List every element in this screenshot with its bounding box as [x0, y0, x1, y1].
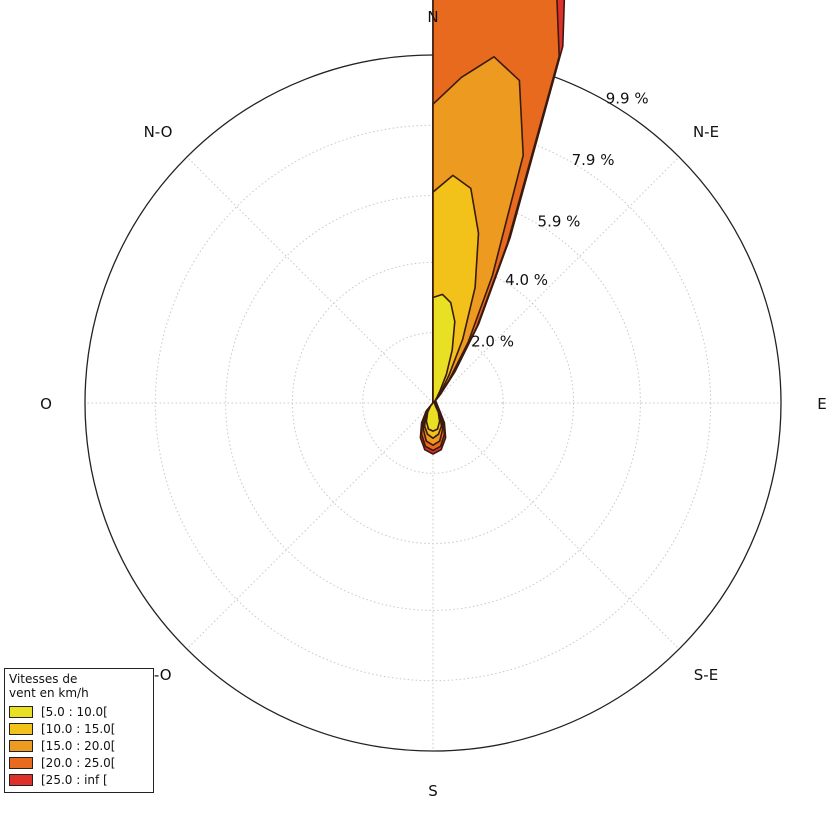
direction-label: S-E [694, 666, 718, 684]
radial-tick-label: 4.0 % [505, 271, 548, 289]
direction-label: S [428, 782, 438, 800]
legend-swatch [9, 756, 33, 769]
petal-polygon [425, 293, 456, 432]
legend-swatch [9, 705, 33, 718]
radial-tick-labels: 2.0 % 4.0 % 5.9 % 7.9 % 9.9 % [471, 90, 649, 351]
spoke-line [186, 402, 434, 650]
legend-entry: [20.0 : 25.0[ [9, 754, 149, 771]
direction-label: N [427, 8, 438, 26]
radial-tick-label: 7.9 % [572, 151, 615, 169]
legend-label: [5.0 : 10.0[ [41, 704, 108, 719]
legend-label: [15.0 : 20.0[ [41, 738, 116, 753]
legend-entry: [15.0 : 20.0[ [9, 737, 149, 754]
direction-label: E [817, 395, 826, 413]
direction-label: O [40, 395, 52, 413]
legend-label: [25.0 : inf [ [41, 772, 108, 787]
direction-label: N-E [693, 123, 719, 141]
legend-label: [10.0 : 15.0[ [41, 721, 116, 736]
legend-title: Vitesses de vent en km/h [9, 672, 89, 700]
spoke-line [432, 402, 680, 650]
legend-swatch [9, 739, 33, 752]
legend: Vitesses de vent en km/h [5.0 : 10.0[ [10… [4, 668, 154, 793]
wind-petals [419, 0, 566, 455]
radial-tick-label: 9.9 % [606, 90, 649, 108]
legend-label: [20.0 : 25.0[ [41, 755, 116, 770]
legend-entry: [25.0 : inf [ [9, 771, 149, 788]
grid-circle [362, 332, 504, 474]
legend-swatch [9, 773, 33, 786]
grid-circle [291, 261, 575, 545]
legend-entry: [5.0 : 10.0[ [9, 703, 149, 720]
radial-tick-label: 2.0 % [471, 333, 514, 351]
radial-tick-label: 5.9 % [538, 213, 581, 231]
spoke-line [186, 156, 434, 404]
direction-label: N-O [144, 123, 173, 141]
legend-swatch [9, 722, 33, 735]
legend-entry: [10.0 : 15.0[ [9, 720, 149, 737]
